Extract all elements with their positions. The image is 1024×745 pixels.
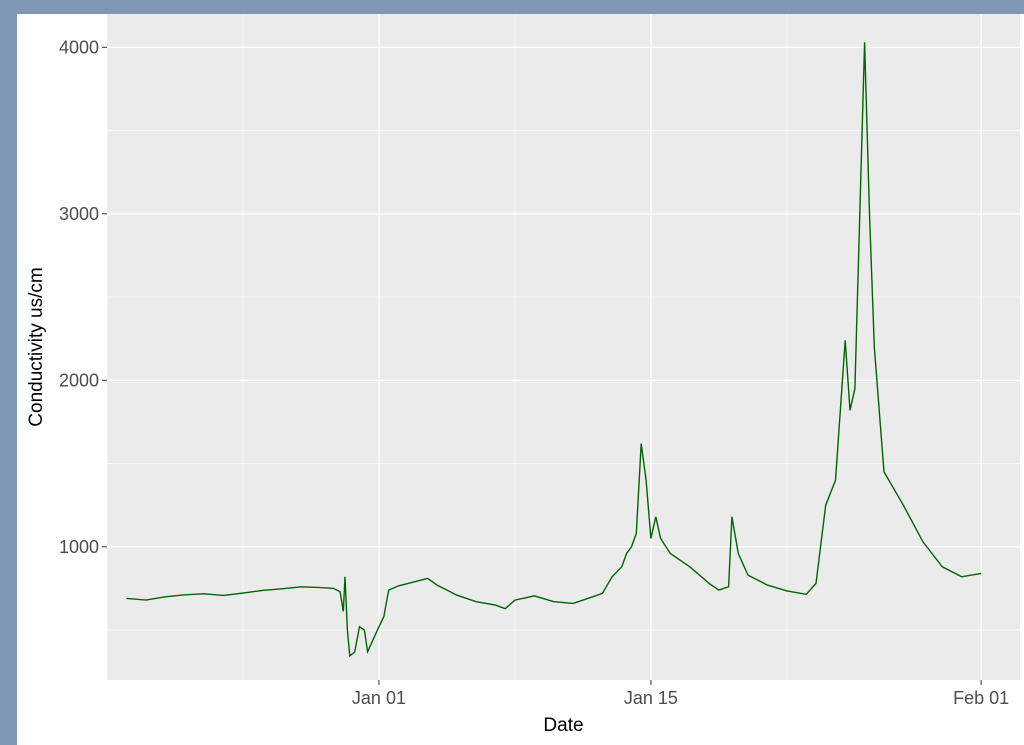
chart-figure: 1000 2000 3000 4000 Jan 01 Jan 15 Feb 01 Date… [17,14,1024,745]
line-chart: 1000 2000 3000 4000 Jan 01 Jan 15 Feb 01 Date… [26,14,1020,736]
series-line [126,42,982,658]
major-gridlines [107,14,1020,680]
minor-gridlines [106,14,1020,680]
x-tick-label: Jan 15 [624,688,678,708]
y-axis-title: Conductivity us/cm [26,267,47,426]
y-tick-label: 4000 [59,37,99,57]
x-tick-label: Feb 01 [953,688,1009,708]
x-tick-label: Jan 01 [352,688,406,708]
y-tick-label: 1000 [59,537,99,557]
x-axis-title: Date [543,715,583,736]
y-tick-label: 3000 [59,204,99,224]
plot-panel [107,14,1020,680]
y-axis-ticks: 1000 2000 3000 4000 [59,37,107,557]
y-tick-label: 2000 [59,370,99,390]
x-axis-ticks: Jan 01 Jan 15 Feb 01 [352,680,1009,708]
